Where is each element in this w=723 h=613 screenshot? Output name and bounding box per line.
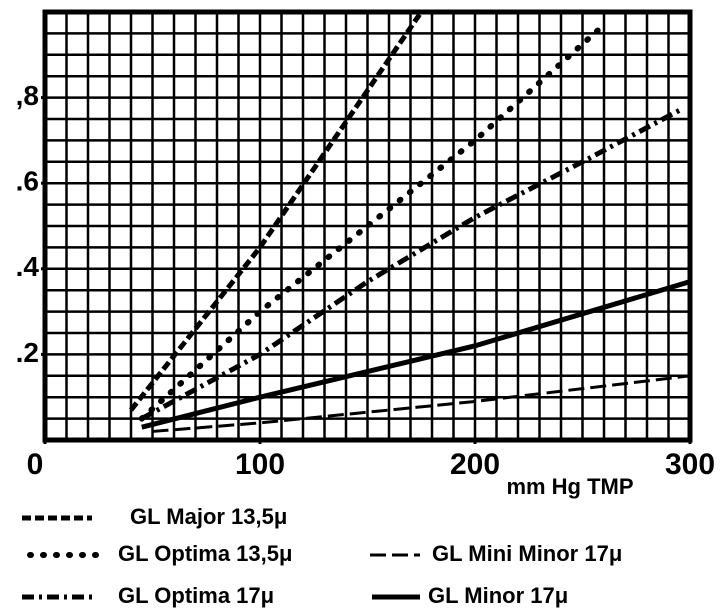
legend-label: GL Optima 17μ bbox=[118, 583, 274, 608]
x-tick-label: 0 bbox=[27, 448, 44, 481]
series-line bbox=[152, 374, 691, 433]
x-tick-label: 200 bbox=[450, 448, 500, 481]
legend-label: GL Major 13,5μ bbox=[130, 504, 287, 529]
legend-label: GL Optima 13,5μ bbox=[118, 541, 292, 566]
legend-label: GL Minor 17μ bbox=[428, 583, 568, 608]
series-line bbox=[138, 21, 607, 422]
y-tick-label: ,8 bbox=[16, 80, 39, 111]
x-axis-label: mm Hg TMP bbox=[506, 474, 633, 499]
y-tick-label: .6 bbox=[16, 166, 39, 197]
series-line bbox=[129, 10, 424, 412]
series-line bbox=[141, 279, 691, 430]
plot-frame bbox=[42, 9, 693, 443]
x-tick-label: 300 bbox=[665, 448, 715, 481]
y-tick-label: .4 bbox=[16, 251, 40, 282]
y-tick-label: .2 bbox=[16, 337, 39, 368]
series-line bbox=[140, 108, 681, 421]
x-tick-label: 100 bbox=[235, 448, 285, 481]
legend-label: GL Mini Minor 17μ bbox=[432, 541, 622, 566]
